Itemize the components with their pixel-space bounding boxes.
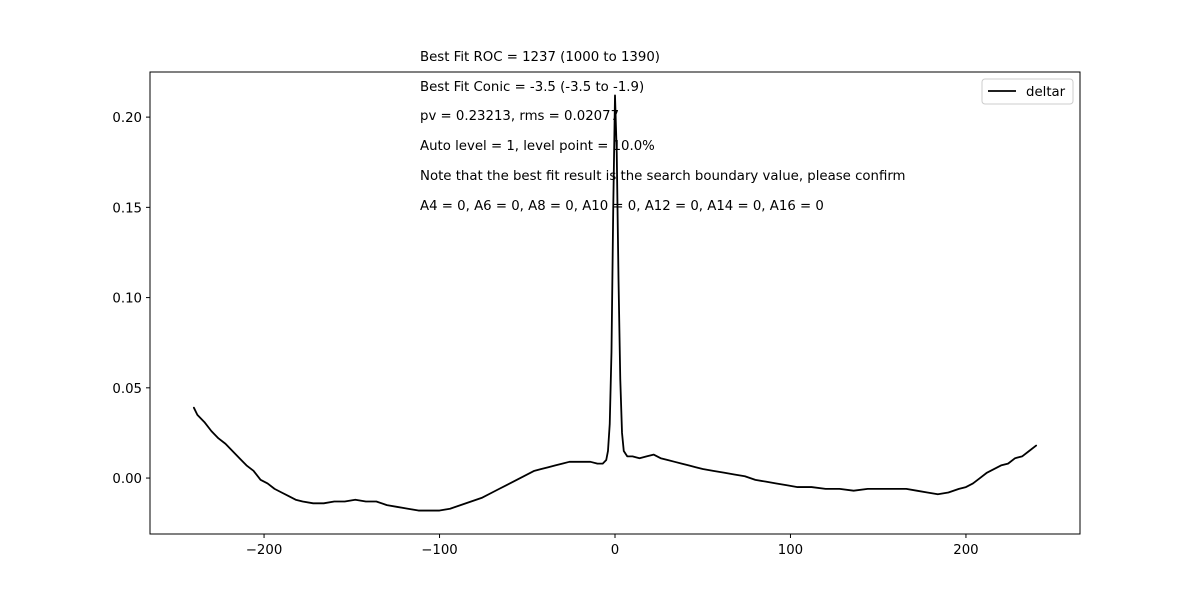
x-tick-label: −200 [246, 543, 283, 558]
x-tick-label: 100 [778, 543, 803, 558]
annotation-roc: Best Fit ROC = 1237 (1000 to 1390) [420, 50, 660, 65]
y-tick-label: 0.05 [112, 382, 142, 397]
series-line-deltar [192, 94, 1038, 512]
y-tick-label: 0.10 [112, 292, 142, 307]
annotations: Best Fit ROC = 1237 (1000 to 1390) Best … [420, 50, 906, 214]
y-tick-label: 0.00 [112, 472, 142, 487]
y-tick-label: 0.20 [112, 111, 142, 126]
legend: deltar [981, 78, 1074, 105]
annotation-boundary-note: Note that the best fit result is the sea… [420, 169, 906, 184]
legend-box [981, 78, 1074, 105]
annotation-pv-rms: pv = 0.23213, rms = 0.02077 [420, 109, 619, 124]
annotation-coefficients: A4 = 0, A6 = 0, A8 = 0, A10 = 0, A12 = 0… [420, 199, 824, 214]
x-tick-label: −100 [421, 543, 458, 558]
legend-label-deltar: deltar [1026, 85, 1066, 100]
y-tick-label: 0.15 [112, 201, 142, 216]
x-tick-label: 200 [953, 543, 978, 558]
annotation-level: Auto level = 1, level point = 10.0% [420, 139, 655, 154]
annotation-conic: Best Fit Conic = -3.5 (-3.5 to -1.9) [420, 80, 644, 95]
x-axis: −200 −100 0 100 200 [246, 534, 979, 558]
x-tick-label: 0 [611, 543, 619, 558]
y-axis: 0.00 0.05 0.10 0.15 0.20 [112, 111, 150, 487]
